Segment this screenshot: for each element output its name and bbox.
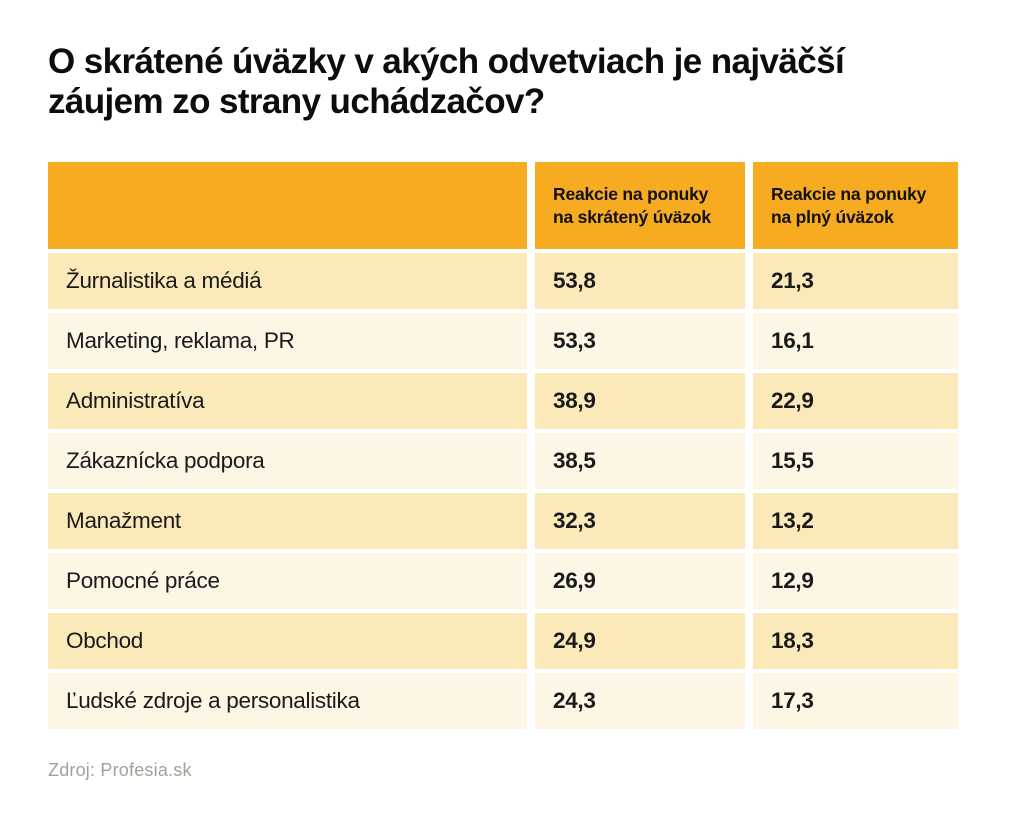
part-time-value: 53,3 [535,313,745,370]
category-cell: Obchod [48,613,527,670]
column-header-part-time: Reakcie na ponuky na skrátený úväzok [535,162,745,250]
full-time-value: 17,3 [753,673,958,730]
category-cell: Marketing, reklama, PR [48,313,527,370]
part-time-value: 24,3 [535,673,745,730]
part-time-value: 53,8 [535,253,745,310]
full-time-value: 16,1 [753,313,958,370]
full-time-value: 22,9 [753,373,958,430]
page: O skrátené úväzky v akých odvetviach je … [48,42,958,781]
category-cell: Administratíva [48,373,527,430]
column-header-category [48,162,527,250]
column-header-full-time: Reakcie na ponuky na plný úväzok [753,162,958,250]
full-time-value: 21,3 [753,253,958,310]
category-cell: Manažment [48,493,527,550]
full-time-value: 13,2 [753,493,958,550]
page-title: O skrátené úväzky v akých odvetviach je … [48,42,845,121]
category-cell: Žurnalistika a médiá [48,253,527,310]
category-cell: Zákaznícka podpora [48,433,527,490]
full-time-value: 15,5 [753,433,958,490]
part-time-value: 32,3 [535,493,745,550]
part-time-value: 24,9 [535,613,745,670]
full-time-value: 12,9 [753,553,958,610]
part-time-value: 38,5 [535,433,745,490]
category-cell: Pomocné práce [48,553,527,610]
source-caption: Zdroj: Profesia.sk [48,760,192,781]
full-time-value: 18,3 [753,613,958,670]
part-time-value: 26,9 [535,553,745,610]
part-time-value: 38,9 [535,373,745,430]
category-cell: Ľudské zdroje a personalistika [48,673,527,730]
data-table: Reakcie na ponuky na skrátený úväzok Rea… [48,162,958,730]
